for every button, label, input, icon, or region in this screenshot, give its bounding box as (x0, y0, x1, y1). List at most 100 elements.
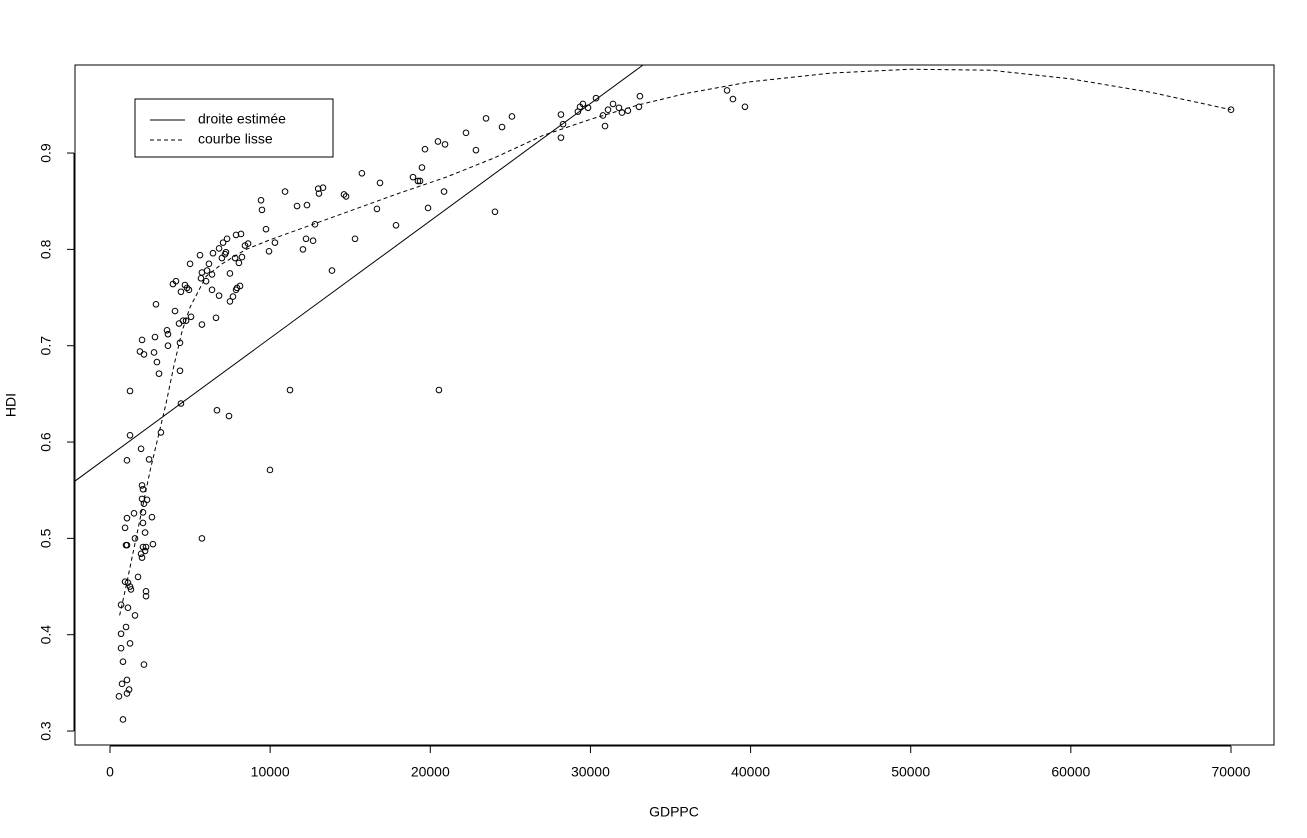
series-line (119, 68, 1232, 616)
point (203, 267, 211, 274)
y-tick-label: 0.7 (38, 336, 54, 356)
x-tick-label: 20000 (411, 764, 450, 780)
point (340, 191, 348, 198)
x-tick-label: 0 (106, 764, 114, 780)
point (177, 400, 185, 407)
point (172, 277, 180, 285)
y-tick-label: 0.9 (38, 143, 54, 163)
point (418, 164, 426, 171)
point (185, 286, 193, 294)
point (198, 321, 206, 328)
point (729, 95, 737, 103)
point (126, 387, 134, 395)
plot-frame (74, 64, 1275, 746)
point (416, 177, 424, 185)
point (145, 456, 153, 463)
point (123, 514, 131, 522)
point (236, 282, 244, 290)
point (139, 485, 147, 493)
point (491, 208, 499, 216)
point (409, 173, 417, 181)
point (302, 235, 310, 243)
y-axis-label: HDI (3, 393, 19, 417)
point (131, 535, 139, 542)
point (376, 179, 384, 187)
point (198, 535, 206, 542)
point (127, 586, 135, 593)
y-tick-label: 0.8 (38, 239, 54, 259)
point (117, 630, 125, 638)
point (176, 367, 184, 375)
x-tick-label: 30000 (571, 764, 610, 780)
point (126, 431, 134, 439)
point (121, 578, 129, 586)
point (286, 386, 294, 394)
point (265, 248, 273, 255)
point (635, 103, 643, 111)
point (226, 298, 234, 305)
point (440, 188, 448, 195)
point (358, 169, 366, 177)
point (183, 284, 191, 292)
point (134, 573, 142, 581)
point (508, 113, 516, 120)
point (441, 141, 449, 148)
point (226, 270, 234, 277)
point (303, 201, 311, 209)
point (231, 254, 239, 262)
point (119, 658, 127, 665)
point (138, 554, 146, 561)
point (122, 623, 130, 631)
point (126, 583, 134, 590)
y-tick-label: 0.3 (38, 721, 54, 741)
point (175, 320, 183, 327)
point (723, 87, 731, 94)
point (462, 129, 470, 137)
point (205, 260, 213, 268)
x-tick-label: 40000 (731, 764, 770, 780)
point (342, 193, 350, 200)
point (186, 260, 194, 268)
point (235, 259, 243, 267)
point (421, 145, 429, 153)
point (601, 122, 609, 130)
point (741, 103, 749, 111)
point (472, 146, 480, 154)
point (131, 612, 139, 619)
point (624, 107, 632, 114)
point (171, 307, 179, 315)
point (615, 104, 623, 112)
point (139, 543, 147, 551)
point (262, 225, 270, 233)
point (209, 249, 217, 257)
line-layer (75, 65, 1232, 616)
x-tick-label: 70000 (1212, 764, 1251, 780)
point (196, 251, 204, 259)
point (213, 406, 221, 414)
y-tick-label: 0.6 (38, 432, 54, 452)
point (1227, 106, 1235, 113)
legend-label: droite estimée (198, 111, 286, 127)
point (225, 412, 233, 420)
point (123, 690, 131, 697)
point (314, 185, 322, 192)
point (142, 588, 150, 595)
legend-box (134, 98, 334, 158)
point (293, 202, 301, 210)
point (122, 541, 130, 549)
point (139, 519, 147, 527)
point (319, 184, 327, 192)
point (434, 138, 442, 145)
point (148, 513, 156, 521)
point (115, 693, 123, 700)
point (153, 358, 161, 366)
point (328, 267, 336, 274)
point (155, 370, 163, 377)
point (636, 92, 644, 100)
point (309, 237, 317, 245)
point (142, 543, 150, 551)
point (136, 348, 144, 355)
point (208, 286, 216, 294)
point (498, 123, 506, 131)
point (157, 429, 165, 436)
